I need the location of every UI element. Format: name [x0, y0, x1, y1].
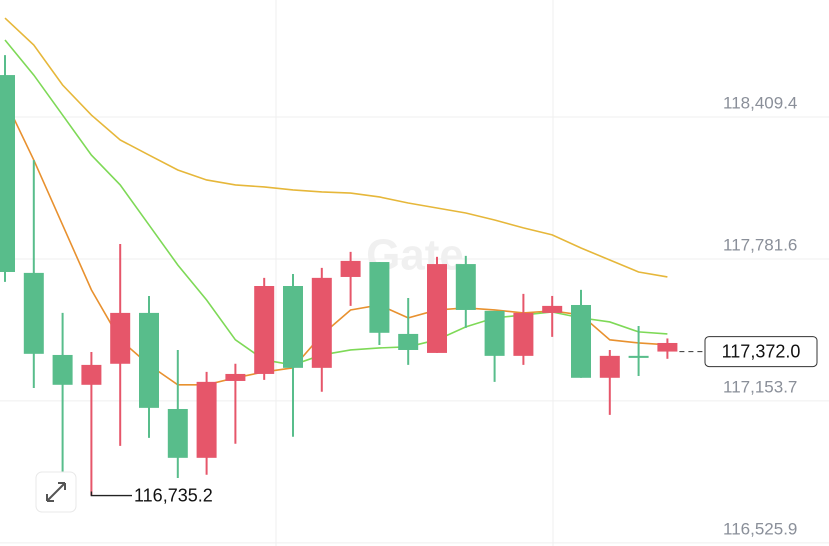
- y-tick-label: 116,525.9: [723, 519, 797, 538]
- candle-body: [427, 264, 447, 353]
- candle-body: [513, 312, 534, 356]
- y-tick-label: 117,153.7: [723, 377, 797, 396]
- moving-average: [4, 17, 668, 278]
- candle-body: [311, 277, 332, 368]
- candle-body: [628, 355, 649, 358]
- candle-body: [369, 262, 390, 333]
- candle-body: [196, 381, 217, 458]
- candle-body: [110, 312, 131, 364]
- candle-body: [484, 310, 505, 356]
- candle-body: [542, 305, 563, 313]
- min-annotation-label: 116,735.2: [134, 485, 213, 505]
- candle-body: [81, 364, 102, 385]
- expand-icon[interactable]: [46, 482, 66, 502]
- candle-body: [23, 272, 44, 354]
- price-tag-label: 117,372.0: [722, 341, 801, 361]
- candle-body: [139, 312, 159, 408]
- candle-body: [340, 260, 361, 277]
- candle-body: [52, 354, 73, 385]
- min-annotation-line: [90, 491, 132, 497]
- candle-body: [254, 286, 275, 374]
- candle-body: [398, 333, 419, 350]
- plot: 118,409.4 117,781.6 117,153.7 116,525.9 117,…: [0, 17, 829, 544]
- expand-button[interactable]: [35, 471, 77, 513]
- candle-body: [657, 342, 678, 352]
- y-tick-label: 117,781.6: [723, 235, 797, 254]
- candle-body: [571, 304, 591, 378]
- candle-body: [455, 264, 476, 310]
- candle-body: [283, 286, 303, 368]
- y-tick-label: 118,409.4: [723, 94, 797, 113]
- price-tag: [704, 336, 818, 368]
- candle-body: [0, 75, 15, 272]
- candle-body: [167, 408, 188, 458]
- candle-body: [225, 373, 246, 381]
- candle-body: [599, 355, 620, 378]
- moving-average: [4, 39, 668, 366]
